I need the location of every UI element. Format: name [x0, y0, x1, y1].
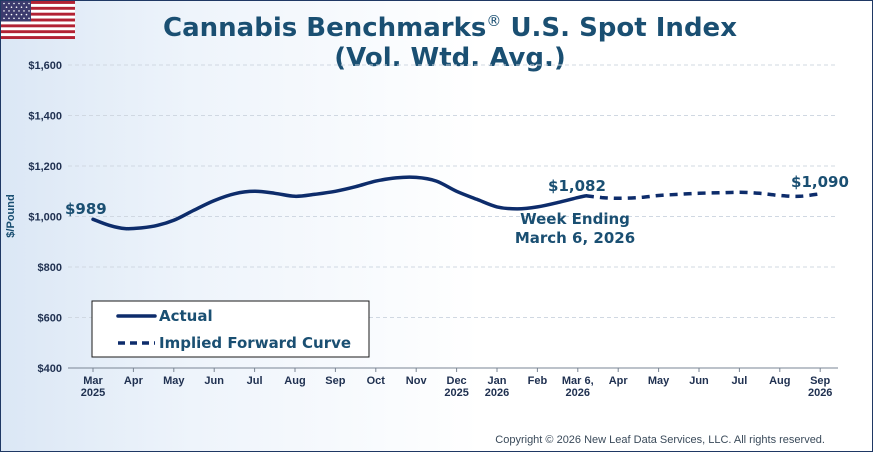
y-tick-label: $1,400	[28, 111, 62, 123]
y-tick-label: $1,000	[28, 212, 62, 224]
x-tick-label: Nov	[406, 375, 428, 387]
x-tick-label: 2026	[485, 387, 509, 399]
y-tick-label: $800	[38, 262, 62, 274]
title-suffix: U.S. Spot Index	[510, 13, 737, 43]
forward-end-value-label: $1,090	[791, 173, 849, 191]
copyright-notice: Copyright © 2026 New Leaf Data Services,…	[495, 434, 825, 446]
legend-forward-label: Implied Forward Curve	[159, 334, 351, 352]
x-tick-label: 2025	[444, 387, 468, 399]
week-ending-date-label: March 6, 2026	[515, 229, 635, 247]
x-tick-label: Mar 6,	[562, 375, 594, 387]
y-axis-label: $/Pound	[5, 194, 17, 237]
x-tick-label: Jan	[488, 375, 507, 387]
start-value-label: $989	[65, 200, 107, 218]
us-flag-icon	[1, 1, 75, 39]
registered-mark: ®	[486, 12, 502, 30]
title-prefix: Cannabis Benchmarks	[163, 13, 487, 43]
x-tick-label: Sep	[810, 375, 830, 387]
forward-curve-line	[585, 190, 821, 201]
week-ending-label: Week Ending	[520, 210, 630, 228]
chart-subtitle: (Vol. Wtd. Avg.)	[334, 43, 566, 73]
y-tick-label: $400	[38, 363, 62, 375]
x-tick-label: Apr	[609, 375, 629, 387]
y-tick-label: $1,200	[28, 161, 62, 173]
x-tick-label: Apr	[124, 375, 144, 387]
legend-actual-label: Actual	[159, 307, 213, 325]
x-tick-label: 2025	[81, 387, 105, 399]
x-tick-label: May	[163, 375, 185, 387]
x-tick-label: Jun	[689, 375, 709, 387]
x-tick-label: Aug	[284, 375, 305, 387]
x-tick-label: Jun	[204, 375, 224, 387]
x-tick-label: Dec	[447, 375, 467, 387]
x-tick-label: Aug	[769, 375, 790, 387]
y-tick-label: $600	[38, 313, 62, 325]
y-tick-label: $1,600	[28, 60, 62, 72]
legend-box	[91, 300, 370, 358]
x-tick-label: Jul	[731, 375, 747, 387]
x-tick-label: Sep	[325, 375, 345, 387]
chart-title: Cannabis Benchmarks® U.S. Spot Index (Vo…	[100, 6, 800, 73]
current-value-label: $1,082	[548, 177, 606, 195]
x-tick-label: May	[648, 375, 670, 387]
x-tick-label: 2026	[566, 387, 590, 399]
x-tick-label: Oct	[367, 375, 386, 387]
x-tick-label: Mar	[83, 375, 103, 387]
x-tick-label: Jul	[247, 375, 263, 387]
actual-line	[91, 175, 588, 231]
x-tick-label: 2026	[808, 387, 832, 399]
x-tick-label: Feb	[528, 375, 548, 387]
